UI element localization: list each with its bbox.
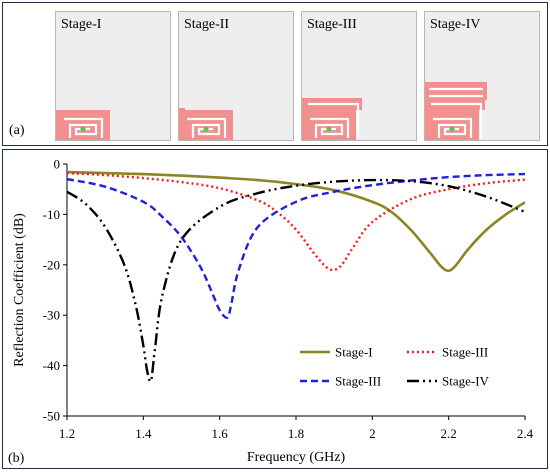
legend-label: Stage-IV	[442, 374, 490, 389]
series-line-stage-iii-dotted	[67, 171, 525, 272]
y-tick-label: -20	[43, 257, 60, 272]
x-tick-label: 2.2	[441, 426, 457, 441]
x-tick-label: 1.2	[59, 426, 75, 441]
x-tick-label: 1.8	[288, 426, 304, 441]
legend-label: Stage-III	[442, 345, 488, 360]
x-tick-label: 1.6	[212, 426, 229, 441]
panel-b-label: (b)	[8, 451, 25, 466]
panel-a-label: (a)	[9, 123, 25, 138]
x-axis-label: Frequency (GHz)	[247, 450, 346, 465]
stage-2-title: Stage-II	[184, 17, 230, 32]
series-line-stage-iii-dashed	[67, 172, 525, 319]
panel-a: Stage-I Stage-II Stage-III Stage-IV (a)	[2, 2, 548, 146]
stage-1-box: Stage-I	[55, 11, 171, 141]
y-tick-label: -30	[43, 308, 60, 323]
stage-3-title: Stage-III	[307, 17, 357, 32]
stage-3-box: Stage-III	[301, 11, 417, 141]
y-tick-label: -10	[43, 207, 60, 222]
series-line-stage-i-solid	[67, 170, 525, 273]
antenna-stage-4-icon	[425, 82, 487, 140]
antenna-stage-2-icon	[179, 108, 233, 140]
y-axis-label: Reflection Coefficient (dB)	[12, 213, 27, 367]
stage-1-title: Stage-I	[61, 17, 102, 32]
stage-4-box: Stage-IV	[424, 11, 540, 141]
y-tick-label: -40	[43, 358, 60, 373]
x-tick-label: 1.4	[135, 426, 152, 441]
x-tick-label: 2	[369, 426, 376, 441]
stage-4-title: Stage-IV	[430, 17, 481, 32]
y-tick-label: 0	[54, 157, 61, 172]
y-tick-label: -50	[43, 409, 60, 424]
legend-label: Stage-III	[335, 374, 381, 389]
x-tick-label: 2.4	[517, 426, 534, 441]
antenna-stage-1-icon	[56, 110, 110, 140]
stage-2-box: Stage-II	[178, 11, 294, 141]
antenna-stage-3-icon	[302, 98, 362, 140]
legend-label: Stage-I	[335, 345, 373, 360]
